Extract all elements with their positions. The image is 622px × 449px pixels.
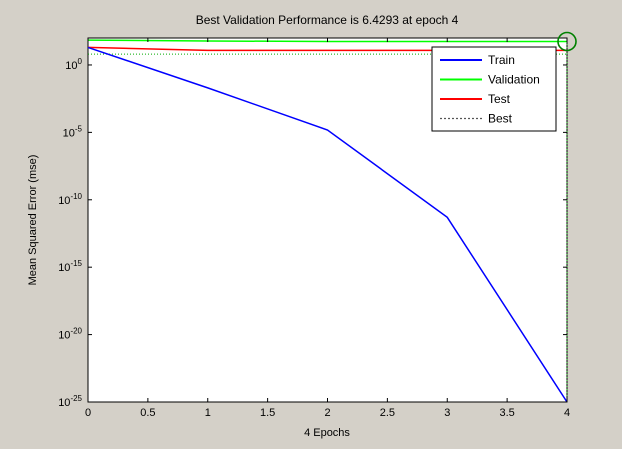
y-tick-label: 10-20 xyxy=(58,327,82,342)
y-tick-label: 10-15 xyxy=(58,259,82,274)
legend: Train Validation Test Best xyxy=(432,47,556,131)
y-axis-label: Mean Squared Error (mse) xyxy=(27,155,39,286)
y-tick-label: 10-25 xyxy=(58,394,82,409)
legend-label-best: Best xyxy=(488,112,513,126)
legend-label-train: Train xyxy=(488,53,515,67)
legend-label-validation: Validation xyxy=(488,73,540,87)
x-tick-label: 3 xyxy=(444,407,450,419)
chart-title: Best Validation Performance is 6.4293 at… xyxy=(196,13,459,27)
x-tick-label: 0 xyxy=(85,407,91,419)
y-tick-label: 10-5 xyxy=(63,124,83,139)
y-tick-label: 10-10 xyxy=(58,192,82,207)
y-tick-label: 100 xyxy=(65,57,82,72)
x-tick-label: 2 xyxy=(324,407,330,419)
x-tick-label: 1.5 xyxy=(260,407,275,419)
x-tick-label: 0.5 xyxy=(140,407,155,419)
x-tick-label: 1 xyxy=(205,407,211,419)
x-tick-label: 2.5 xyxy=(380,407,395,419)
legend-label-test: Test xyxy=(488,92,511,106)
x-axis-label: 4 Epochs xyxy=(304,427,350,439)
x-tick-label: 3.5 xyxy=(499,407,514,419)
x-tick-label: 4 xyxy=(564,407,570,419)
